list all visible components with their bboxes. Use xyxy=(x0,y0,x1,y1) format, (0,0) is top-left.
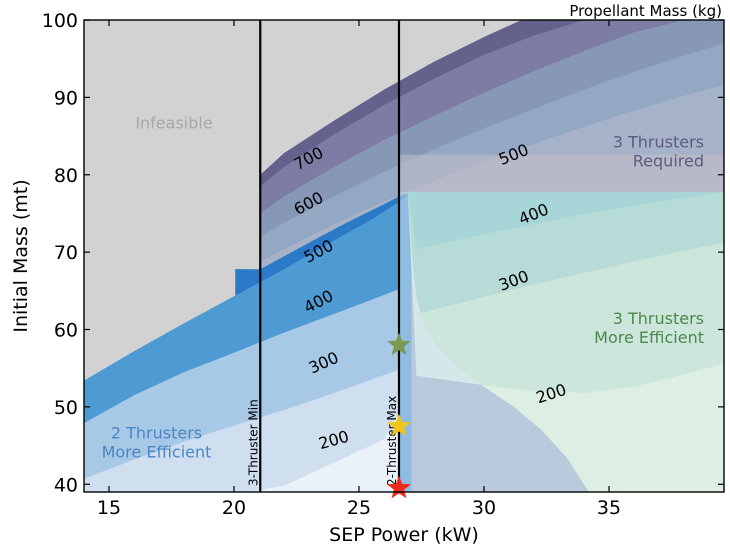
vertical-line-label-1: 3-Thruster Min xyxy=(246,399,260,486)
region-label-1: Infeasible xyxy=(135,113,212,132)
plot-frame xyxy=(83,19,725,493)
y-tick-label-7: 100 xyxy=(42,10,78,32)
three-thruster-efficient-band-4 xyxy=(407,191,724,492)
three-thruster-required-tint xyxy=(399,154,724,192)
region-label-3: 3 Thrusters More Efficient xyxy=(594,309,704,347)
region-label-4: 2 Thrusters More Efficient xyxy=(102,424,212,462)
y-tick-label-1: 40 xyxy=(54,474,78,496)
axes: 15 20 25 30 35 40 50 60 70 80 90 100 xyxy=(42,10,724,519)
star-marker-1 xyxy=(386,332,412,356)
y-axis-label: Initial Mass (mt) xyxy=(10,179,32,332)
x-tick-label-5: 35 xyxy=(597,497,621,519)
propellant-mass-note: Propellant Mass (kg) xyxy=(569,2,722,20)
two-thruster-band-5 xyxy=(247,412,399,492)
region-label-2: 3 Thrusters Required xyxy=(613,133,704,171)
x-tick-label-3: 25 xyxy=(347,497,371,519)
y-tick-label-5: 80 xyxy=(54,165,78,187)
plot-area xyxy=(84,20,724,492)
x-tick-label-1: 15 xyxy=(97,497,121,519)
star-marker-2 xyxy=(386,413,412,437)
star-marker-3 xyxy=(386,475,412,499)
vertical-line-label-2: 2-Thruster Max xyxy=(385,396,399,486)
y-tick-label-2: 50 xyxy=(54,397,78,419)
x-axis-label: SEP Power (kW) xyxy=(329,524,479,546)
y-tick-label-6: 90 xyxy=(54,87,78,109)
x-tick-label-4: 30 xyxy=(472,497,496,519)
y-tick-label-3: 60 xyxy=(54,320,78,342)
two-thruster-band-4 xyxy=(84,369,399,492)
x-tick-label-2: 20 xyxy=(222,497,246,519)
transition-tint xyxy=(399,191,589,492)
y-tick-label-4: 70 xyxy=(54,242,78,264)
